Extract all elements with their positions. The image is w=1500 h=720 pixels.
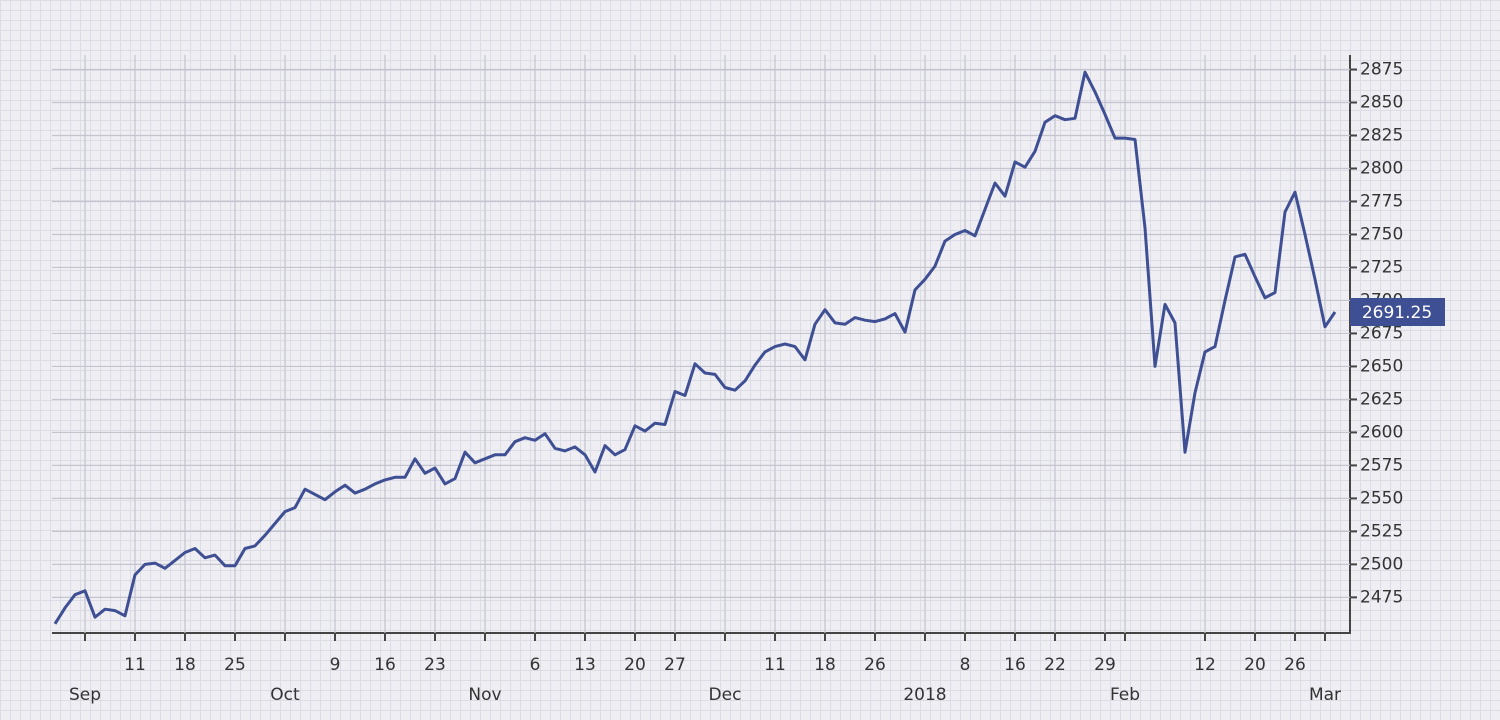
- x-tick-label: 27: [664, 655, 686, 675]
- x-tick-label: 29: [1094, 655, 1116, 675]
- x-tick-label: 8: [960, 655, 971, 675]
- y-tick-label: 2600: [1360, 422, 1403, 442]
- last-value-box: [1350, 297, 1445, 326]
- price-line: [53, 70, 1337, 625]
- x-month-label: Dec: [709, 685, 742, 705]
- x-tick-label: 20: [624, 655, 646, 675]
- y-tick-label: 2775: [1360, 191, 1403, 211]
- x-tick-label: 22: [1044, 655, 1066, 675]
- x-tick-label: 16: [1004, 655, 1026, 675]
- y-tick-label: 2850: [1360, 93, 1403, 113]
- y-tick-label: 2525: [1360, 521, 1403, 541]
- y-tick-label: 2475: [1360, 587, 1403, 607]
- x-tick-label: 18: [174, 655, 196, 675]
- y-tick-label: 2625: [1360, 389, 1403, 409]
- y-tick-label: 2750: [1360, 224, 1403, 244]
- y-tick-label: 2800: [1360, 158, 1403, 178]
- x-tick-label: 6: [530, 655, 541, 675]
- x-tick-label: 13: [574, 655, 596, 675]
- last-value-label: 2691.25: [1362, 303, 1432, 323]
- x-tick-label: 25: [224, 655, 246, 675]
- x-month-label: Oct: [270, 685, 300, 705]
- x-tick-label: 16: [374, 655, 396, 675]
- x-month-label: Sep: [69, 685, 101, 705]
- x-tick-label: 18: [814, 655, 836, 675]
- x-tick-label: 26: [864, 655, 886, 675]
- y-tick-label: 2725: [1360, 257, 1403, 277]
- y-tick-label: 2825: [1360, 125, 1403, 145]
- x-tick-label: 20: [1244, 655, 1266, 675]
- x-tick-label: 11: [124, 655, 146, 675]
- x-tick-label: 12: [1194, 655, 1216, 675]
- x-month-label: Feb: [1110, 685, 1140, 705]
- x-month-label: Mar: [1309, 685, 1341, 705]
- y-tick-label: 2500: [1360, 554, 1403, 574]
- x-tick-label: 23: [424, 655, 446, 675]
- y-tick-label: 2575: [1360, 455, 1403, 475]
- y-tick-label: 2875: [1360, 60, 1403, 80]
- x-tick-label: 9: [330, 655, 341, 675]
- x-month-label: 2018: [903, 685, 946, 705]
- x-month-label: Nov: [468, 685, 501, 705]
- y-tick-label: 2650: [1360, 356, 1403, 376]
- y-tick-label: 2675: [1360, 323, 1403, 343]
- x-tick-label: 11: [764, 655, 786, 675]
- x-tick-label: 26: [1284, 655, 1306, 675]
- y-tick-label: 2550: [1360, 488, 1403, 508]
